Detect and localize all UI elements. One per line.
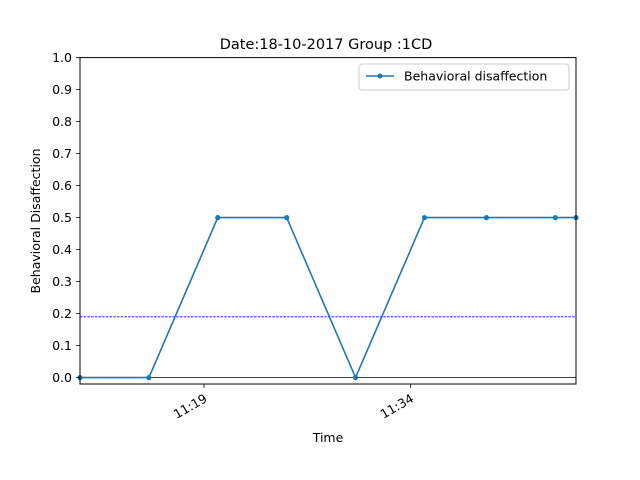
x-axis-label: Time — [312, 430, 344, 445]
y-tick-label: 0.7 — [52, 146, 72, 161]
y-tick-label: 0.9 — [52, 82, 72, 97]
y-axis: 0.0 0.1 0.2 0.3 0.4 0.5 0.6 0.7 0.8 0.9 1.0 — [52, 50, 80, 385]
data-point — [146, 375, 152, 381]
y-tick-label: 0.2 — [52, 306, 72, 321]
legend: Behavioral disaffection — [358, 63, 570, 91]
y-tick-label: 0.3 — [52, 274, 72, 289]
data-point — [421, 215, 428, 221]
y-tick-label: 0.8 — [52, 114, 72, 129]
y-tick-label: 0.6 — [52, 178, 72, 193]
plot-frame — [79, 57, 577, 385]
legend-point-marker — [377, 73, 383, 79]
y-tick-label: 0.5 — [52, 210, 72, 225]
x-tick-label: 11:19 — [171, 391, 210, 422]
series-line — [80, 216, 576, 379]
y-tick-label: 0.1 — [52, 338, 72, 353]
data-point — [215, 215, 221, 221]
x-tick-label: 11:34 — [377, 391, 416, 422]
data-point — [552, 215, 558, 221]
chart-title: Date:18-10-2017 Group :1CD — [220, 37, 433, 53]
legend-box — [358, 63, 570, 91]
y-axis-label: Behavioral Disaffection — [28, 148, 43, 293]
data-point — [352, 375, 359, 381]
legend-label: Behavioral disaffection — [404, 69, 547, 84]
data-point — [284, 215, 290, 221]
y-tick-label: 0.4 — [52, 242, 72, 257]
y-tick-label: 1.0 — [52, 50, 72, 65]
y-tick-label: 0.0 — [52, 370, 72, 385]
plot-area — [77, 215, 579, 381]
x-axis: 11:19 11:34 — [171, 384, 416, 422]
data-point — [483, 215, 490, 221]
